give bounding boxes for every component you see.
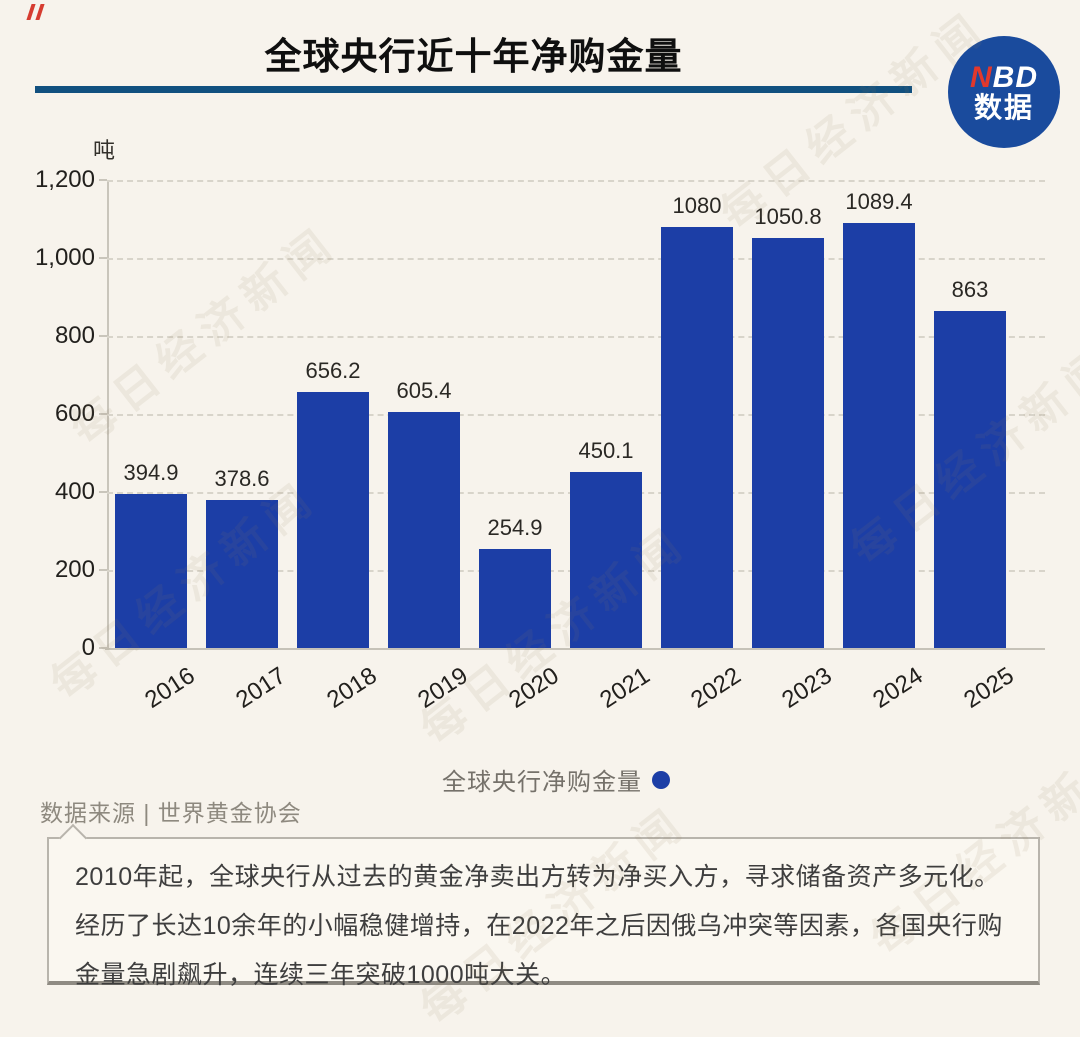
speech-bubble-tail <box>58 823 88 853</box>
gridline-1200 <box>107 180 1045 182</box>
bar-value-label-2016: 394.9 <box>123 460 179 485</box>
bar-2024 <box>843 223 915 648</box>
bar-2016 <box>115 494 187 648</box>
legend-dot-icon <box>652 770 670 789</box>
nbd-logo-text: NBD <box>969 60 1038 94</box>
bar-2018 <box>297 392 369 648</box>
y-tick-label-200: 200 <box>54 556 95 583</box>
source-text: 数据来源 | 世界黄金协会 <box>40 800 302 826</box>
y-tick-label-1200: 1,200 <box>34 166 95 193</box>
bar-2023 <box>752 238 824 648</box>
x-tick-label-2022: 2022 <box>686 662 746 714</box>
x-tick-label-2019: 2019 <box>413 662 473 714</box>
gridline-1000 <box>107 258 1045 260</box>
bar-value-label-2024: 1089.4 <box>845 189 913 215</box>
y-tick-label-800: 800 <box>54 322 95 349</box>
bar-value-label-2017: 378.6 <box>214 466 270 492</box>
bar-value-label-2025: 863 <box>951 277 989 303</box>
x-tick-label-2024: 2024 <box>868 662 928 714</box>
bar-value-label-2021: 450.1 <box>578 438 634 464</box>
bar-2019 <box>388 411 460 648</box>
page-title: 全球央行近十年净购金量 <box>264 36 683 77</box>
y-axis-unit-label: 吨 <box>93 138 116 163</box>
y-tick-mark <box>99 179 107 181</box>
bar-2022 <box>661 226 733 648</box>
x-tick-label-2020: 2020 <box>504 662 564 714</box>
gridline-800 <box>107 336 1045 338</box>
x-tick-label-2025: 2025 <box>959 662 1019 714</box>
x-tick-label-2021: 2021 <box>595 662 655 714</box>
note-text: 2010年起，全球央行从过去的黄金净卖出方转为净买入方，寻求储备资产多元化。经历… <box>75 863 1003 989</box>
bar-value-label-2022: 1080 <box>672 192 722 218</box>
x-tick-label-2016: 2016 <box>140 662 200 714</box>
bar-value-label-2018: 656.2 <box>305 358 361 384</box>
y-tick-mark <box>99 335 107 337</box>
bar-value-label-2019: 605.4 <box>396 377 452 403</box>
x-tick-label-2018: 2018 <box>322 662 382 714</box>
legend: 全球央行净购金量 <box>16 762 1080 797</box>
bar-2020 <box>479 548 551 648</box>
bar-2017 <box>206 500 278 648</box>
y-tick-label-0: 0 <box>81 634 95 661</box>
title-underline <box>35 86 912 93</box>
y-tick-mark <box>99 647 107 649</box>
nbd-logo-subtext: 数据 <box>973 92 1034 124</box>
note-box: 2010年起，全球央行从过去的黄金净卖出方转为净买入方，寻求储备资产多元化。经历… <box>47 823 1040 989</box>
y-tick-mark <box>99 413 107 415</box>
bar-2025 <box>934 311 1006 648</box>
bar-value-label-2023: 1050.8 <box>754 204 822 230</box>
y-tick-mark <box>99 569 107 571</box>
corner-red-marks <box>26 4 59 24</box>
bar-value-label-2020: 254.9 <box>487 514 543 540</box>
y-tick-mark <box>99 257 107 259</box>
x-tick-label-2017: 2017 <box>231 662 291 714</box>
y-tick-label-1000: 1,000 <box>34 244 95 271</box>
y-tick-mark <box>99 491 107 493</box>
x-tick-label-2023: 2023 <box>777 662 837 714</box>
gridline-600 <box>107 414 1045 416</box>
nbd-logo: NBD 数据 <box>948 36 1060 148</box>
y-tick-label-400: 400 <box>54 478 95 505</box>
y-tick-label-600: 600 <box>54 400 95 427</box>
legend-label: 全球央行净购金量 <box>442 769 642 796</box>
x-axis-baseline <box>105 648 1045 650</box>
plot-area: 0 200 400 600 800 1,000 1,200 394.9 2016 378.6 201… <box>35 166 1045 714</box>
bar-2021 <box>570 472 642 648</box>
